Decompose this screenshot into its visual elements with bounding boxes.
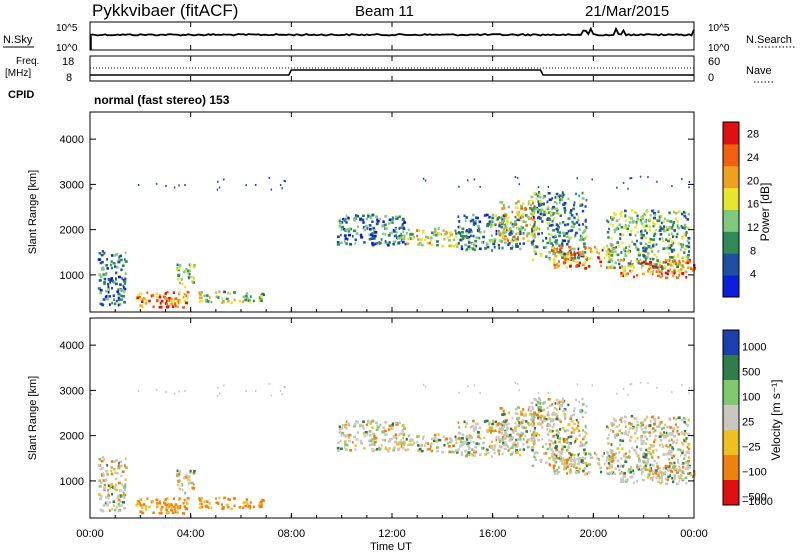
velocity-colorbar-tick: −500 — [742, 492, 767, 504]
station-title: Pykkvibaer (fitACF) — [92, 1, 238, 20]
velocity-ytick-label: 1000 — [60, 476, 84, 488]
cpid-text: normal (fast stereo) 153 — [94, 93, 230, 107]
velocity-ytick-label: 3000 — [60, 385, 84, 397]
velocity-colorbar-segment — [723, 380, 739, 406]
velocity-colorbar-segment — [723, 430, 739, 456]
xaxis-tick-label: 20:00 — [580, 528, 608, 540]
time-axis: 00:00 04:00 08:00 12:00 16:00 20:00 00:00 — [76, 22, 708, 540]
velocity-ytick-label: 2000 — [60, 431, 84, 443]
velocity-ytick-label: 4000 — [60, 340, 84, 352]
n-search-tick-top: 10^5 — [708, 23, 730, 34]
n-search-tick-bottom: 10^0 — [708, 43, 730, 54]
power-colorbar-segment — [723, 143, 739, 167]
xaxis-tick-label: 16:00 — [479, 528, 507, 540]
velocity-colorbar-segment — [723, 455, 739, 481]
n-sky-tick-top: 10^5 — [56, 23, 78, 34]
xaxis-tick-label: 08:00 — [278, 528, 306, 540]
power-colorbar-segment — [723, 253, 739, 276]
power-colorbar-segment — [723, 165, 739, 189]
velocity-colorbar-label: Velocity [m s⁻¹] — [769, 379, 783, 460]
power-colorbar-tick: 24 — [747, 152, 759, 164]
power-ylabel: Slant Range [km] — [27, 170, 39, 254]
power-ytick-label: 4000 — [60, 134, 84, 146]
xaxis-label: Time UT — [370, 541, 412, 553]
xaxis-tick-label: 00:00 — [680, 528, 708, 540]
nave-tick-bottom: 0 — [708, 72, 714, 84]
n-search-label: N.Search — [746, 34, 792, 46]
freq-label-1: Freq. — [16, 56, 39, 67]
velocity-panel: 1000 2000 3000 4000 Slant Range [km] 1000 50… — [27, 317, 783, 519]
beam-title: Beam 11 — [355, 3, 414, 20]
power-ytick-label: 3000 — [60, 179, 84, 191]
freq-trace — [90, 69, 694, 76]
noise-panel: N.Sky 10^5 10^0 10^5 10^0 N.Search — [3, 21, 796, 54]
velocity-colorbar-tick: −100 — [742, 467, 767, 479]
velocity-colorbar-tick: −25 — [742, 442, 761, 454]
power-colorbar-tick: 20 — [747, 175, 759, 187]
velocity-colorbar-tick: 1000 — [742, 342, 766, 354]
velocity-colorbar: 1000 500 100 25 −25 −100 −500−1000 — [722, 329, 773, 508]
velocity-colorbar-tick: 25 — [742, 417, 754, 429]
power-colorbar-segment — [723, 209, 739, 232]
freq-tick-bottom: 8 — [66, 72, 72, 84]
power-colorbar-segment — [723, 231, 739, 254]
freq-tick-top: 18 — [62, 56, 74, 68]
velocity-colorbar-tick: 500 — [742, 367, 760, 379]
n-sky-label: N.Sky — [3, 34, 33, 46]
power-colorbar-tick: 4 — [750, 269, 756, 281]
power-colorbar-tick: 16 — [747, 199, 759, 211]
cpid-label: CPID — [8, 89, 34, 101]
power-ytick-label: 1000 — [60, 270, 84, 282]
freq-label-2: [MHz] — [5, 68, 31, 79]
power-ytick-label: 2000 — [60, 225, 84, 237]
xaxis-tick-label: 04:00 — [177, 528, 205, 540]
date-title: 21/Mar/2015 — [585, 3, 669, 20]
n-sky-trace — [89, 26, 695, 37]
velocity-colorbar-tick: 100 — [742, 392, 760, 404]
velocity-colorbar-segment — [723, 405, 739, 431]
power-colorbar-tick: 28 — [747, 129, 759, 141]
freq-panel: Freq. [MHz] 18 8 60 0 Nave CPID normal (… — [5, 55, 774, 107]
nave-tick-top: 60 — [708, 56, 720, 68]
power-colorbar-label: Power [dB] — [758, 183, 772, 242]
power-colorbar-tick: 8 — [750, 245, 756, 257]
power-colorbar-tick: 12 — [747, 222, 759, 234]
velocity-echoes — [90, 381, 696, 515]
velocity-ylabel: Slant Range [km] — [27, 376, 39, 460]
power-colorbar-segment — [723, 122, 739, 145]
power-colorbar-segment — [723, 275, 739, 298]
power-colorbar-segment — [723, 187, 739, 210]
power-colorbar: 4 8 12 16 20 24 28 — [722, 121, 759, 298]
velocity-colorbar-segment — [723, 355, 739, 381]
velocity-colorbar-tick: −1000 — [742, 496, 773, 508]
power-echoes — [90, 175, 696, 309]
velocity-colorbar-segment — [723, 480, 739, 506]
velocity-colorbar-segment — [723, 330, 739, 356]
xaxis-tick-label: 00:00 — [76, 528, 104, 540]
n-sky-tick-bottom: 10^0 — [56, 43, 78, 54]
power-panel: 1000 2000 3000 4000 Slant Range [km] 4 8 12 16… — [27, 111, 772, 313]
xaxis-tick-label: 12:00 — [378, 528, 406, 540]
nave-label: Nave — [746, 65, 772, 77]
